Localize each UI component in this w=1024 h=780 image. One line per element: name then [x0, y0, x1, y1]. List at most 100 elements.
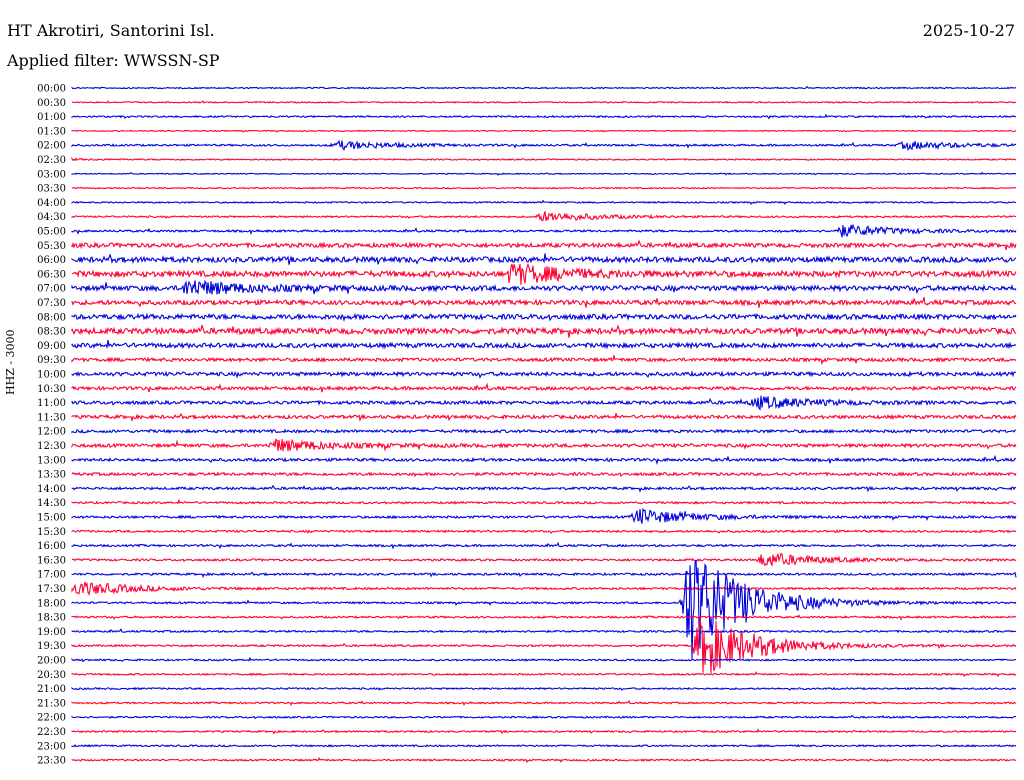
time-tick-label: 23:00 [37, 741, 66, 752]
time-tick-label: 22:30 [37, 727, 66, 738]
seismic-trace-row [71, 507, 1017, 524]
seismic-trace-row [71, 412, 1017, 423]
time-tick-label: 19:30 [37, 641, 66, 652]
time-tick-label: 01:30 [37, 126, 66, 137]
time-tick-label: 10:30 [37, 384, 66, 395]
seismic-trace-row [71, 186, 1017, 190]
seismic-trace-row [71, 382, 1017, 393]
time-tick-label: 09:30 [37, 355, 66, 366]
seismic-trace-row [71, 156, 1017, 162]
time-tick-label: 11:00 [37, 398, 66, 409]
seismic-trace-row [71, 471, 1017, 478]
seismic-trace-row [71, 253, 1017, 265]
time-tick-label: 03:00 [37, 169, 66, 180]
time-tick-label: 18:00 [37, 598, 66, 609]
seismic-trace-row [71, 100, 1017, 104]
time-tick-label: 20:00 [37, 656, 66, 667]
time-tick-label: 01:00 [37, 112, 66, 123]
time-tick-label: 02:00 [37, 141, 66, 152]
seismic-trace-row [71, 454, 1017, 466]
time-tick-label: 22:00 [37, 713, 66, 724]
seismic-trace-row [71, 297, 1017, 308]
time-tick-label: 21:30 [37, 698, 66, 709]
seismic-trace-row [71, 529, 1017, 535]
time-tick-label: 11:30 [37, 412, 66, 423]
time-tick-label: 05:30 [37, 241, 66, 252]
time-tick-label: 21:00 [37, 684, 66, 695]
seismic-trace-row [71, 395, 1017, 411]
seismic-trace-row [71, 671, 1017, 678]
seismic-trace-row [71, 370, 1017, 379]
filter-label: Applied filter: WWSSN-SP [7, 51, 220, 70]
seismic-trace-row [71, 714, 1017, 720]
seismic-trace-row [71, 139, 1017, 151]
time-tick-label: 07:30 [37, 298, 66, 309]
seismic-trace-row [71, 324, 1017, 338]
date-label: 2025-10-27 [922, 21, 1015, 40]
time-tick-label: 23:30 [37, 756, 66, 767]
seismic-trace-row [71, 756, 1016, 763]
seismic-trace-row [71, 211, 1017, 222]
seismic-trace-row [71, 541, 1017, 550]
seismic-trace-row [71, 570, 1017, 579]
seismic-trace-row [71, 628, 1017, 634]
time-tick-label: 08:00 [37, 312, 66, 323]
seismic-trace-row [71, 353, 1017, 366]
seismic-trace-row [71, 728, 1017, 735]
time-tick-label: 18:30 [37, 613, 66, 624]
seismic-trace-row [71, 699, 1017, 707]
seismic-trace-row [71, 686, 1017, 691]
seismic-trace-row [71, 223, 1017, 238]
time-tick-label: 03:30 [37, 184, 66, 195]
station-title: HT Akrotiri, Santorini Isl. [7, 21, 215, 40]
time-tick-label: 00:30 [37, 98, 66, 109]
seismic-trace-row [71, 614, 1017, 621]
time-tick-label: 17:00 [37, 570, 66, 581]
seismic-trace-row [71, 484, 1017, 493]
seismic-trace-row [71, 617, 1017, 673]
time-tick-label: 06:00 [37, 255, 66, 266]
seismic-trace-row [71, 199, 1017, 205]
seismic-trace-row [71, 438, 1017, 452]
seismic-trace-row [71, 262, 1017, 285]
seismic-trace-row [71, 113, 1017, 120]
seismic-trace-row [71, 428, 1017, 435]
time-tick-label: 07:00 [37, 284, 66, 295]
time-tick-label: 09:00 [37, 341, 66, 352]
seismic-trace-row [71, 656, 1017, 663]
seismic-trace-row [71, 552, 1017, 567]
time-tick-label: 10:00 [37, 370, 66, 381]
seismic-trace-row [71, 743, 1017, 748]
time-tick-label: 20:30 [37, 670, 66, 681]
seismic-trace-row [71, 498, 1017, 505]
time-tick-label: 00:00 [37, 84, 66, 95]
seismic-trace-row [71, 340, 1017, 350]
time-tick-label: 17:30 [37, 584, 66, 595]
time-tick-label: 13:30 [37, 470, 66, 481]
time-tick-label: 14:30 [37, 498, 66, 509]
time-tick-label: 15:30 [37, 527, 66, 538]
time-tick-label: 12:30 [37, 441, 66, 452]
seismic-trace-row [71, 581, 1017, 596]
time-tick-label: 16:00 [37, 541, 66, 552]
time-tick-label: 08:30 [37, 327, 66, 338]
time-tick-label: 04:30 [37, 212, 66, 223]
time-tick-label: 15:00 [37, 513, 66, 524]
seismic-trace-row [71, 559, 1017, 659]
time-tick-label: 16:30 [37, 555, 66, 566]
time-tick-label: 13:00 [37, 455, 66, 466]
time-tick-label: 06:30 [37, 269, 66, 280]
seismic-trace-row [71, 239, 1017, 251]
time-tick-label: 19:00 [37, 627, 66, 638]
seismic-trace-row [71, 312, 1017, 322]
seismic-trace-row [71, 171, 1017, 176]
seismic-trace-row [71, 129, 1017, 133]
seismic-trace-row [71, 279, 1017, 295]
time-tick-label: 05:00 [37, 227, 66, 238]
time-tick-label: 12:00 [37, 427, 66, 438]
time-tick-label: 14:00 [37, 484, 66, 495]
seismic-trace-row [71, 85, 1017, 90]
time-tick-label: 04:00 [37, 198, 66, 209]
time-tick-label: 02:30 [37, 155, 66, 166]
